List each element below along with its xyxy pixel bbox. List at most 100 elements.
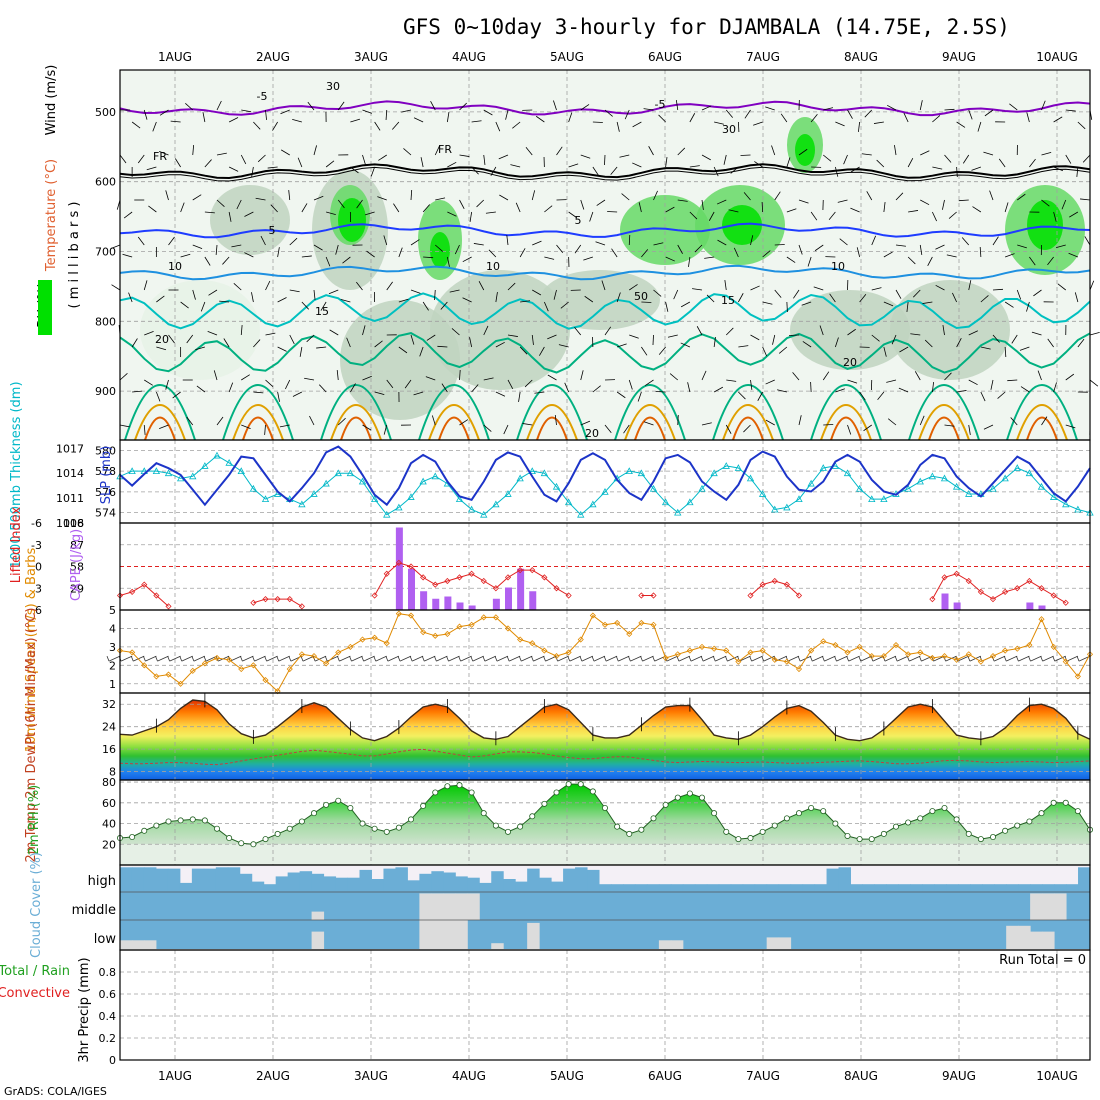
rh-point — [141, 827, 148, 834]
wind-barb — [307, 101, 315, 111]
dewpt-line — [119, 748, 1091, 766]
wind-barb — [292, 119, 302, 123]
wind-barb — [643, 108, 654, 111]
wind-barb-feather — [252, 655, 255, 662]
cloud-cell-low — [1030, 931, 1043, 949]
wind-barb — [919, 244, 923, 255]
wind-barb — [932, 115, 941, 123]
rh-shading-blob — [890, 280, 1010, 380]
wind-speed-point — [880, 653, 887, 660]
wind-barb — [426, 334, 436, 341]
wind-barb — [132, 390, 143, 393]
wind-barb-feather — [919, 655, 922, 662]
rh-point — [905, 819, 912, 826]
li-point — [504, 574, 512, 581]
wind-barb — [469, 211, 473, 222]
thickness-point — [771, 505, 779, 513]
rh-point — [153, 822, 160, 829]
rh-shading-blob — [1027, 200, 1063, 250]
wind-barb — [968, 330, 978, 336]
wind-barb — [607, 211, 618, 213]
wind-barb — [186, 334, 194, 344]
wind-barb — [871, 235, 877, 246]
wind-barb — [630, 655, 642, 662]
wind-tick-label: 5 — [109, 604, 116, 617]
wind-barb-feather — [688, 655, 692, 662]
rh-point — [177, 817, 184, 824]
rh-point — [880, 830, 887, 837]
wind-barb — [971, 166, 982, 171]
wind-barb — [568, 163, 579, 168]
wind-barb — [717, 239, 727, 246]
wind-barb-feather — [797, 655, 801, 662]
cloud-cell-high — [335, 877, 349, 892]
y-tick-label: 600 — [95, 176, 116, 189]
cloud-cell-high — [527, 868, 540, 892]
wind-barb — [339, 655, 351, 662]
wind-barb — [621, 193, 630, 201]
wind-speed-point — [686, 647, 693, 654]
rh-shading-blob — [430, 232, 450, 268]
wind-barb-feather — [361, 655, 364, 662]
cloud-cell-high — [551, 881, 564, 892]
wind-barb — [506, 235, 509, 246]
wind-barb — [956, 390, 967, 393]
wind-barb — [230, 655, 242, 662]
wind-barb — [122, 253, 133, 258]
thickness-axis-label: 1000-500mb Thickness (dm) — [9, 381, 24, 568]
wind-barb — [325, 160, 335, 168]
wind-barb — [839, 238, 848, 246]
li-point — [129, 588, 136, 595]
cloud-cell-high — [874, 884, 887, 892]
wind-barb — [1054, 655, 1066, 662]
wind-barb — [850, 166, 860, 173]
wind-barb — [750, 379, 753, 390]
wind-barb — [774, 191, 781, 201]
wind-barb — [643, 421, 654, 426]
wind-barb-feather — [276, 655, 280, 662]
wind-barb — [740, 154, 751, 156]
lifted-index-axis-label: Lifted Index — [9, 506, 24, 583]
wind-barb — [522, 423, 533, 426]
wind-barb — [884, 655, 897, 662]
wind-barb — [1069, 211, 1079, 218]
wind-speed-point — [856, 643, 863, 650]
wind-barb — [859, 293, 867, 303]
rh-point — [1074, 808, 1081, 815]
isotherm-30-arc — [144, 416, 176, 441]
date-label-top: 9AUG — [942, 50, 976, 64]
rh-point — [213, 825, 220, 832]
cloud-cell-low — [1042, 931, 1055, 949]
rh-point — [856, 836, 863, 843]
wind-barb — [399, 655, 412, 662]
wind-speed-point — [977, 658, 984, 665]
wind-barb — [739, 655, 751, 662]
date-label-bottom: 1AUG — [158, 1069, 192, 1083]
wind-barb — [653, 242, 664, 246]
wind-barb — [689, 211, 698, 220]
cape-bar — [953, 602, 961, 610]
wind-barb — [265, 332, 276, 336]
wind-barb — [871, 287, 882, 291]
wind-barb — [377, 196, 387, 201]
li-tick-label: 3 — [35, 582, 42, 595]
rh-point — [407, 816, 414, 823]
wind-barb — [424, 655, 436, 662]
cloud-cell-high — [1006, 884, 1019, 892]
wind-barb — [413, 117, 424, 123]
wind-barb — [908, 210, 919, 213]
wind-barb-feather — [337, 655, 340, 662]
wind-barb — [1017, 244, 1027, 249]
wind-barb — [724, 280, 727, 291]
wind-barb — [716, 199, 727, 205]
wind-barb-feather — [300, 655, 304, 662]
wind-speed-point — [371, 634, 378, 641]
wind-barb — [216, 199, 225, 207]
cloud-cell-high — [718, 884, 732, 892]
wind-barb — [723, 154, 727, 165]
wind-barb — [471, 166, 479, 175]
wind-barb — [204, 211, 215, 214]
temp-area — [120, 700, 1090, 780]
rh-point — [808, 804, 815, 811]
wind-speed-point — [468, 621, 475, 628]
